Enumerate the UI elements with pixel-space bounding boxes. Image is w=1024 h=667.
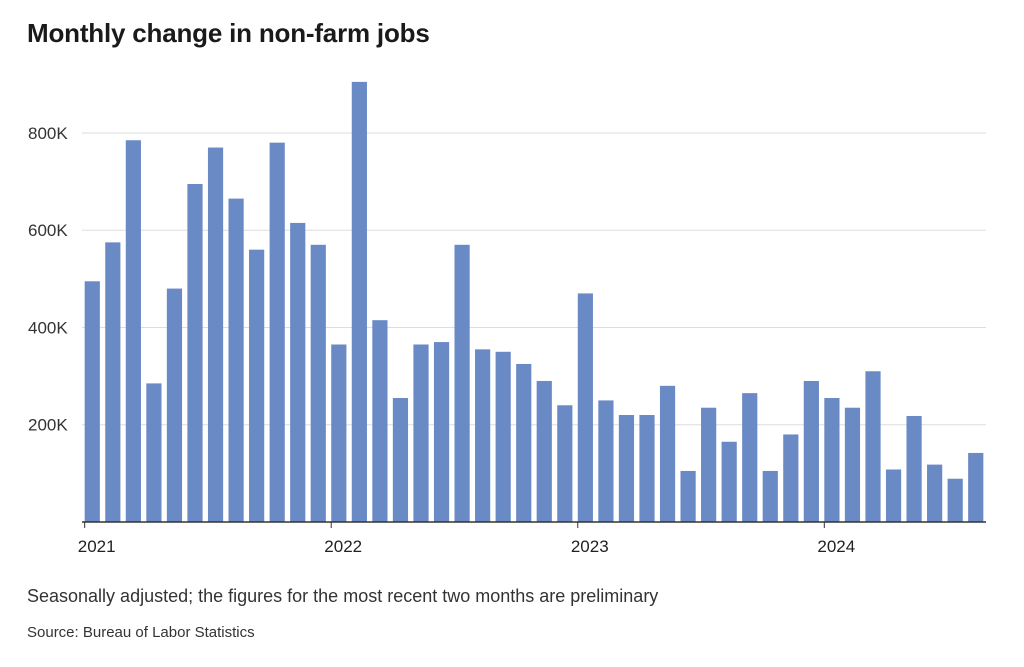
y-tick-label: 800K [28, 124, 68, 143]
y-axis-ticks: 200K 400K 600K 800K [28, 124, 68, 435]
x-tick-label: 2024 [817, 537, 855, 556]
y-tick-label: 400K [28, 318, 68, 337]
bar [598, 400, 614, 522]
x-tick-label: 2022 [324, 537, 362, 556]
bar [844, 407, 861, 522]
bar [885, 469, 902, 522]
bar [105, 242, 121, 522]
bar [351, 81, 367, 522]
x-axis-ticks: 2021 2022 2023 2024 [78, 522, 855, 556]
bar [146, 383, 162, 522]
bar [475, 349, 491, 522]
bar [187, 184, 203, 522]
bar [454, 244, 470, 523]
y-tick-label: 600K [28, 221, 68, 240]
bar-chart: 200K 400K 600K 800K 2021 2022 2023 2024 [28, 81, 986, 556]
x-tick-label: 2021 [78, 537, 116, 556]
bar [865, 371, 881, 522]
bar [372, 320, 388, 522]
bar [577, 293, 593, 522]
bar [290, 222, 306, 523]
bar [927, 464, 943, 522]
bar [906, 415, 922, 522]
bars [84, 81, 984, 523]
bar [557, 405, 573, 522]
bar [680, 470, 696, 522]
bar [968, 452, 984, 522]
bar [947, 478, 963, 522]
bar [392, 397, 409, 522]
bar [803, 380, 819, 522]
chart-source: Source: Bureau of Labor Statistics [27, 624, 255, 641]
bar [413, 344, 429, 522]
bar [824, 397, 840, 522]
bar [228, 198, 244, 522]
bar [125, 140, 141, 523]
bar [536, 380, 552, 522]
bar [721, 441, 737, 522]
x-tick-label: 2023 [571, 537, 609, 556]
bar [742, 393, 758, 522]
bar [166, 288, 183, 522]
bar [618, 415, 635, 522]
bar [639, 415, 655, 522]
bar [701, 407, 717, 522]
bar [495, 351, 511, 522]
bar [207, 147, 224, 523]
bar [84, 281, 100, 522]
bar [269, 142, 285, 523]
bar [331, 344, 347, 522]
chart-note: Seasonally adjusted; the figures for the… [27, 586, 659, 606]
bar [762, 470, 778, 522]
bar [433, 342, 450, 522]
bar [659, 385, 676, 522]
bar [310, 244, 326, 523]
bar [516, 363, 532, 522]
bar [249, 249, 265, 522]
chart-title: Monthly change in non-farm jobs [27, 18, 430, 48]
y-tick-label: 200K [28, 416, 68, 435]
bar [783, 434, 799, 522]
